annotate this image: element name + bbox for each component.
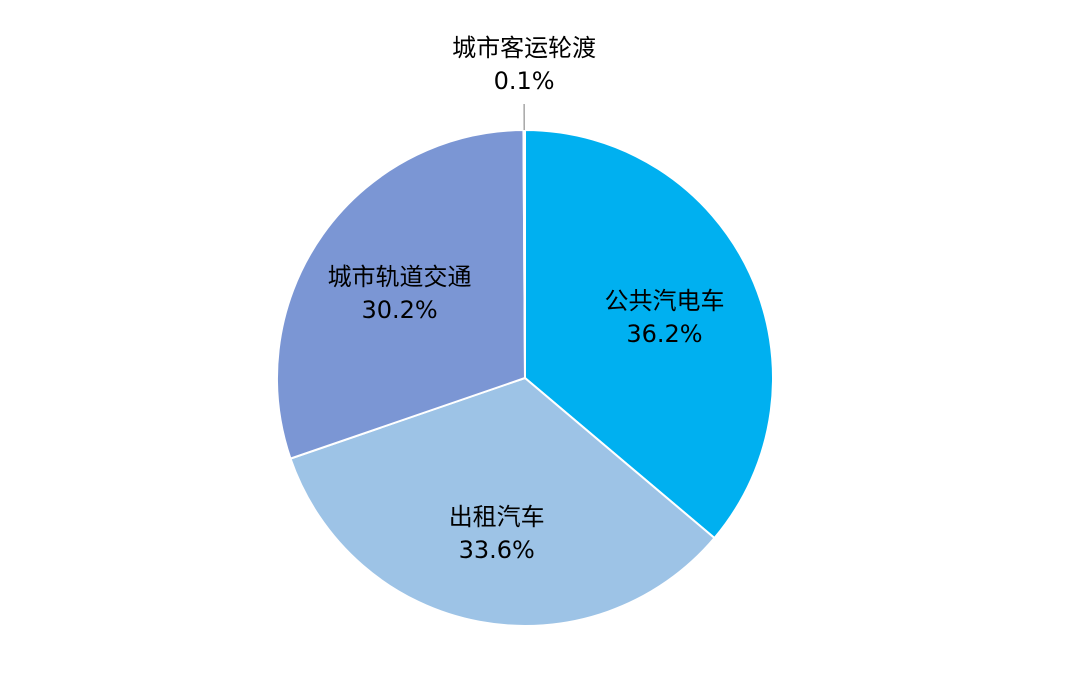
slice-value-label-3: 0.1% [494,67,555,95]
pie-slice-2 [276,128,527,460]
slice-name-label-2: 城市轨道交通 [328,263,472,291]
pie-slice-1 [289,376,716,627]
pie-slice-0 [524,128,774,540]
slice-value-label-1: 33.6% [459,536,535,564]
slice-name-label-3: 城市客运轮渡 [452,34,596,62]
slice-value-label-2: 30.2% [361,296,437,324]
slice-name-label-0: 公共汽电车 [604,287,724,315]
slice-labels: 公共汽电车 36.2% 出租汽车 33.6% 城市轨道交通 30.2% 城市客运轮渡 0.1% [328,34,725,564]
pie-slice-3 [522,128,526,379]
slice-name-label-1: 出租汽车 [449,503,545,531]
pie-slices [276,128,774,627]
slice-value-label-0: 36.2% [626,320,702,348]
